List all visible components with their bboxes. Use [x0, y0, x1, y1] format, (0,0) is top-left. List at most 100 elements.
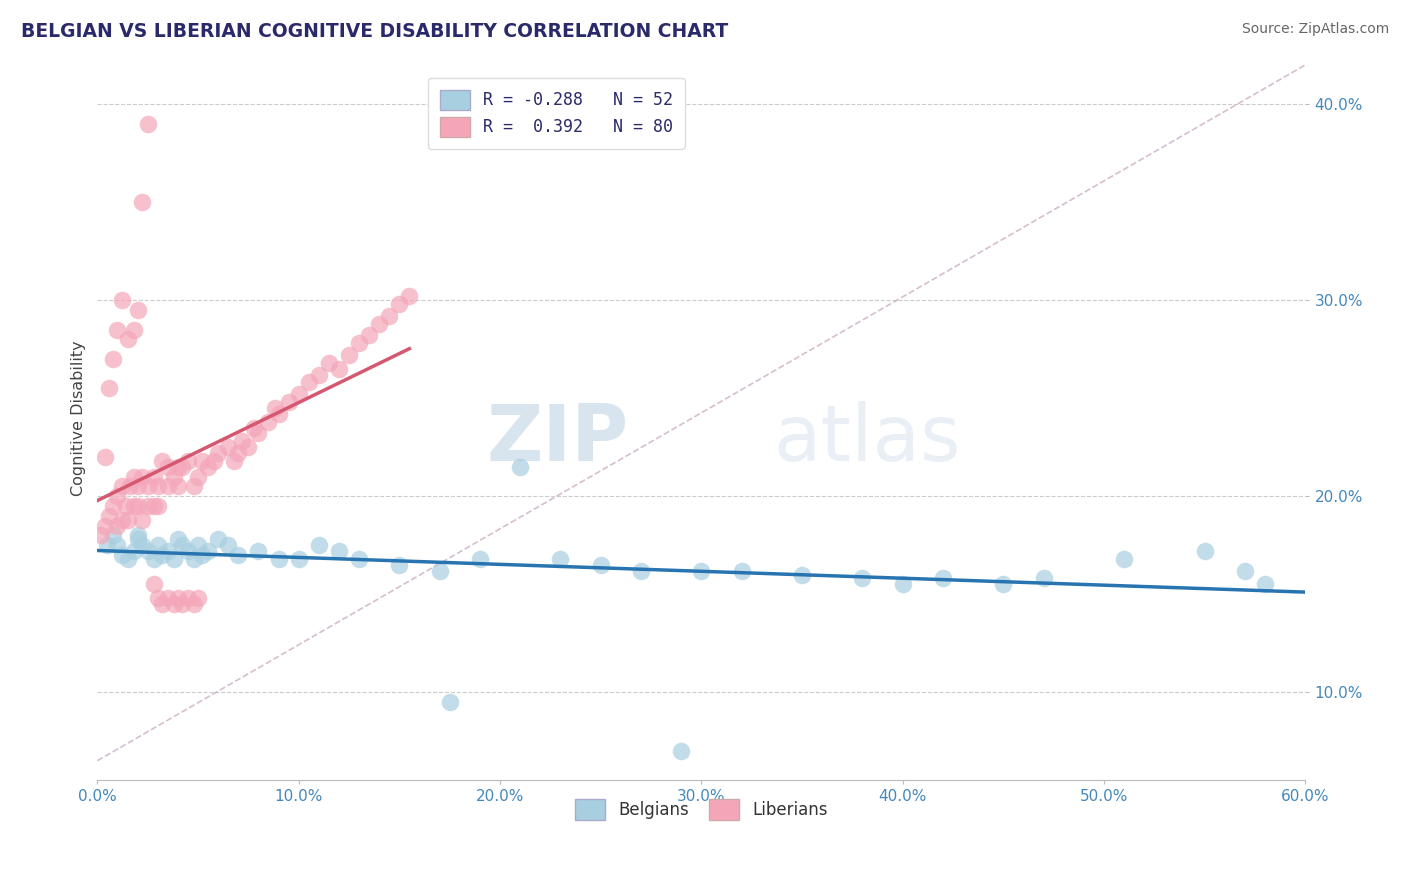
Point: [156, 479, 179, 493]
Point: [207, 533, 229, 547]
Point: [328, 361, 350, 376]
Point: [103, 499, 125, 513]
Point: [224, 454, 246, 468]
Point: [142, 499, 165, 513]
Point: [197, 459, 219, 474]
Point: [142, 469, 165, 483]
Point: [142, 577, 165, 591]
Point: [94, 450, 117, 464]
Point: [110, 479, 132, 493]
Point: [117, 551, 139, 566]
Point: [226, 548, 249, 562]
Point: [368, 317, 391, 331]
Point: [170, 597, 193, 611]
Point: [347, 336, 370, 351]
Point: [136, 544, 159, 558]
Legend: Belgians, Liberians: Belgians, Liberians: [568, 793, 835, 826]
Point: [247, 544, 270, 558]
Point: [191, 548, 214, 562]
Point: [177, 454, 200, 468]
Point: [243, 420, 266, 434]
Point: [146, 479, 169, 493]
Point: [1194, 544, 1216, 558]
Point: [177, 591, 200, 605]
Point: [94, 518, 117, 533]
Point: [127, 499, 149, 513]
Point: [1114, 551, 1136, 566]
Point: [163, 597, 186, 611]
Point: [167, 591, 190, 605]
Point: [347, 551, 370, 566]
Point: [136, 479, 159, 493]
Point: [167, 533, 190, 547]
Y-axis label: Cognitive Disability: Cognitive Disability: [72, 340, 86, 496]
Point: [267, 551, 290, 566]
Point: [107, 322, 129, 336]
Point: [183, 479, 205, 493]
Point: [127, 528, 149, 542]
Point: [150, 597, 173, 611]
Point: [630, 564, 652, 578]
Point: [136, 117, 159, 131]
Point: [231, 434, 253, 449]
Point: [156, 544, 179, 558]
Point: [790, 567, 813, 582]
Point: [183, 551, 205, 566]
Point: [122, 544, 145, 558]
Point: [98, 381, 121, 395]
Point: [107, 489, 129, 503]
Point: [167, 459, 190, 474]
Text: Source: ZipAtlas.com: Source: ZipAtlas.com: [1241, 22, 1389, 37]
Point: [217, 538, 239, 552]
Point: [277, 395, 299, 409]
Point: [429, 564, 451, 578]
Point: [110, 513, 132, 527]
Point: [136, 499, 159, 513]
Point: [267, 407, 290, 421]
Point: [131, 538, 153, 552]
Point: [217, 440, 239, 454]
Point: [187, 591, 209, 605]
Point: [156, 459, 179, 474]
Point: [122, 499, 145, 513]
Point: [107, 538, 129, 552]
Point: [263, 401, 285, 415]
Point: [257, 415, 280, 429]
Point: [439, 695, 461, 709]
Point: [318, 356, 340, 370]
Point: [183, 597, 205, 611]
Point: [146, 591, 169, 605]
Point: [150, 454, 173, 468]
Point: [146, 499, 169, 513]
Point: [337, 348, 360, 362]
Point: [932, 571, 955, 585]
Point: [730, 564, 752, 578]
Point: [167, 479, 190, 493]
Point: [202, 454, 225, 468]
Point: [328, 544, 350, 558]
Point: [1254, 577, 1277, 591]
Point: [247, 426, 270, 441]
Point: [146, 538, 169, 552]
Point: [308, 368, 330, 382]
Point: [238, 440, 260, 454]
Point: [96, 538, 118, 552]
Point: [117, 513, 139, 527]
Point: [671, 744, 693, 758]
Point: [122, 469, 145, 483]
Point: [891, 577, 914, 591]
Point: [509, 459, 531, 474]
Point: [170, 538, 193, 552]
Point: [388, 297, 411, 311]
Point: [122, 322, 145, 336]
Point: [1032, 571, 1054, 585]
Point: [207, 446, 229, 460]
Point: [398, 289, 420, 303]
Point: [287, 387, 309, 401]
Point: [298, 376, 321, 390]
Point: [127, 479, 149, 493]
Text: BELGIAN VS LIBERIAN COGNITIVE DISABILITY CORRELATION CHART: BELGIAN VS LIBERIAN COGNITIVE DISABILITY…: [21, 22, 728, 41]
Point: [117, 332, 139, 346]
Point: [378, 309, 401, 323]
Point: [131, 195, 153, 210]
